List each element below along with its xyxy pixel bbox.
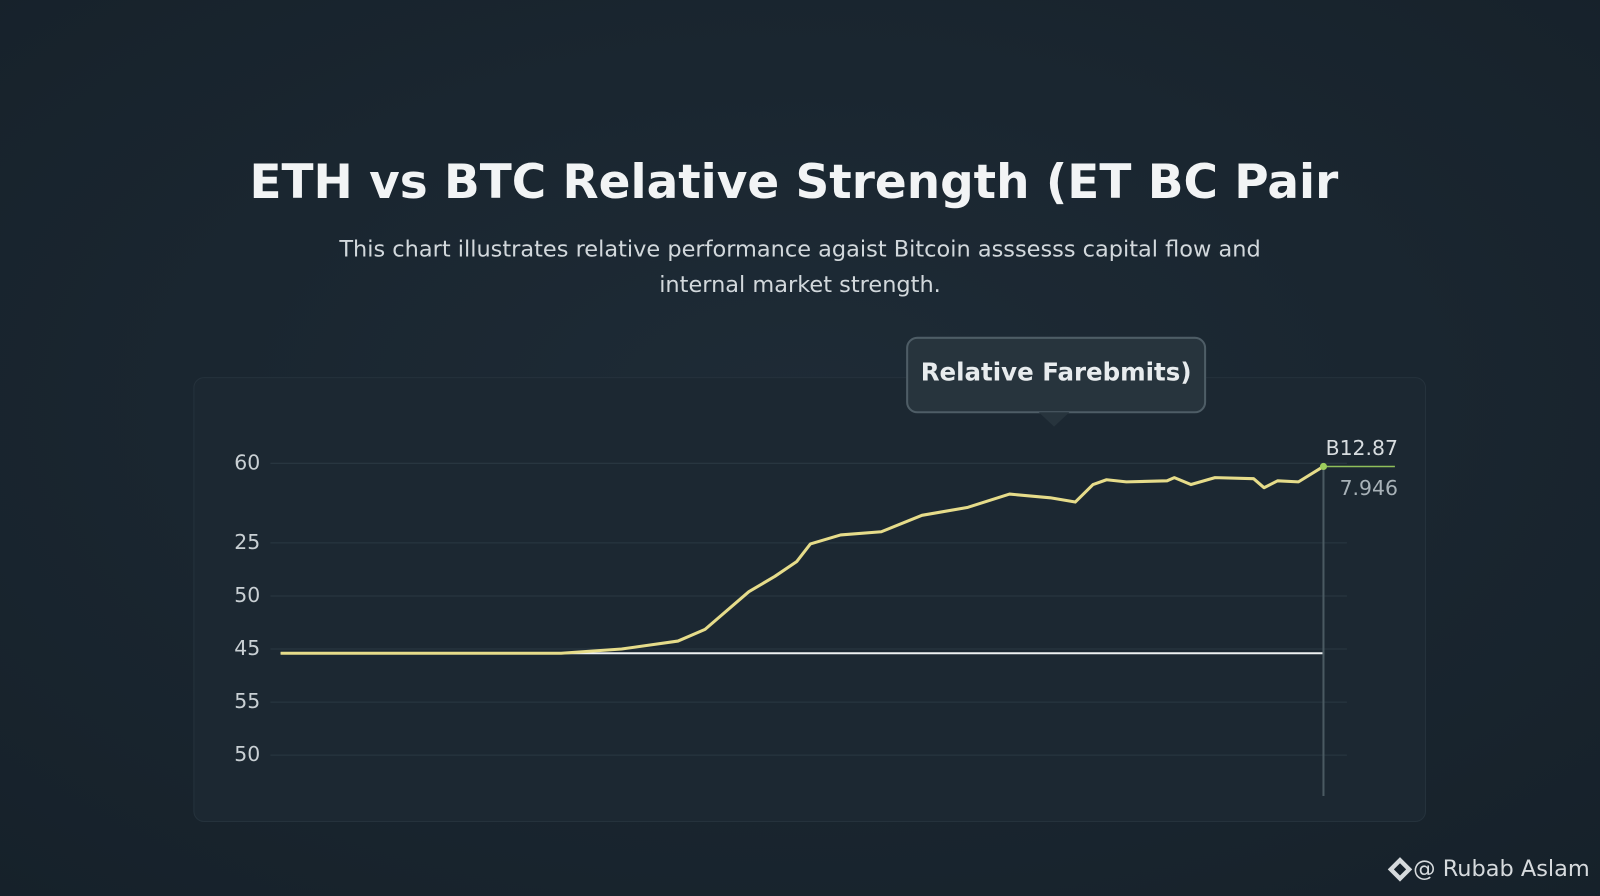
value-annotation: 7.946: [1340, 476, 1398, 500]
tooltip-text: Relative Farebmits): [921, 358, 1192, 387]
y-tick-label: 45: [234, 636, 260, 660]
series-line: [280, 465, 1325, 655]
end-point: [1319, 462, 1328, 471]
tooltip: Relative Farebmits): [906, 336, 1207, 427]
watermark-icon: [1387, 857, 1413, 882]
y-tick-label: 50: [234, 742, 260, 766]
tooltip-pointer: [1038, 412, 1070, 427]
subtitle: internal market strength.: [659, 272, 941, 298]
panel: [193, 377, 1427, 822]
y-tick-label: 55: [234, 689, 260, 713]
chart-title: ETH vs BTC Relative Strength (ET BC Pair: [249, 155, 1338, 210]
watermark: @ Rubab Aslam: [1413, 856, 1590, 882]
value-annotation: B12.87: [1326, 436, 1398, 460]
y-tick-label: 60: [234, 450, 260, 474]
y-tick-label: 25: [234, 530, 260, 554]
y-tick-label: 50: [234, 583, 260, 607]
subtitle: This chart illustrates relative performa…: [338, 237, 1260, 263]
